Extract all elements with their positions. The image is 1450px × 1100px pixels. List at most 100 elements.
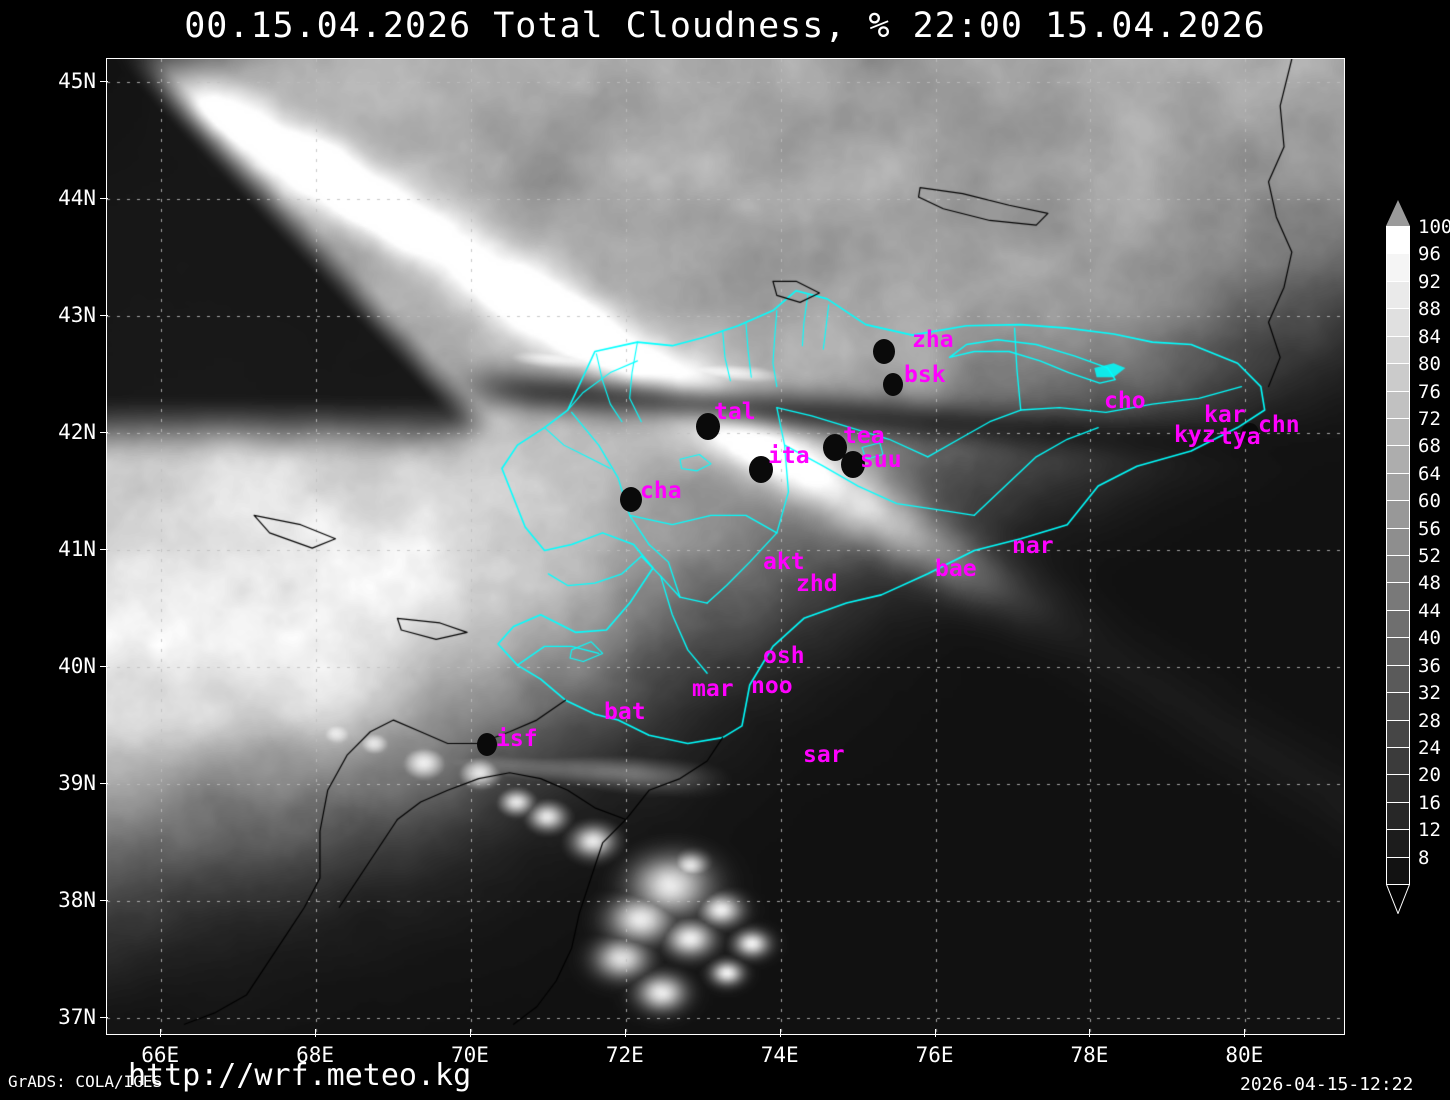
colorbar-band: [1386, 472, 1410, 502]
station-marker-ita: [749, 456, 773, 483]
x-axis-tick: [779, 1029, 781, 1037]
colorbar-band: [1386, 692, 1410, 721]
station-label-noo: noo: [751, 673, 793, 699]
colorbar-band: [1386, 664, 1410, 694]
x-axis-tick: [469, 1029, 471, 1037]
colorbar-tick-label: 24: [1418, 736, 1441, 759]
station-label-cha: cha: [640, 478, 682, 504]
colorbar-tick-label: 48: [1418, 572, 1441, 595]
colorbar-tick-label: 64: [1418, 462, 1441, 485]
colorbar-tick-label: 20: [1418, 764, 1441, 787]
station-label-ita: ita: [768, 443, 810, 469]
colorbar-band: [1386, 280, 1410, 310]
x-axis-tick-label: 70E: [450, 1043, 489, 1067]
colorbar-tick-label: 28: [1418, 709, 1441, 732]
x-axis-tick: [624, 1029, 626, 1037]
station-label-suu: suu: [860, 447, 902, 473]
page-title: 00.15.04.2026 Total Cloudness, % 22:00 1…: [184, 6, 1266, 46]
x-axis-tick-label: 66E: [141, 1043, 180, 1067]
colorbar-tick-label: 8: [1418, 846, 1430, 869]
station-marker-chn: [1241, 423, 1259, 444]
colorbar-band: [1386, 555, 1410, 584]
station-marker-isf: [477, 733, 497, 756]
station-marker-bsk: [883, 373, 903, 396]
y-axis-tick-label: 41N: [58, 537, 96, 562]
station-label-kar: kar: [1204, 402, 1246, 428]
x-axis-tick-label: 78E: [1070, 1043, 1109, 1067]
y-axis-tick: [100, 432, 108, 434]
station-marker-zha: [873, 339, 895, 364]
y-axis-tick-label: 39N: [58, 771, 96, 796]
x-axis-tick-label: 72E: [605, 1043, 644, 1067]
map-plot-area: [106, 58, 1345, 1035]
generation-timestamp: 2026-04-15-12:22: [1240, 1074, 1414, 1095]
y-axis-tick: [100, 666, 108, 668]
x-axis-tick-label: 80E: [1225, 1043, 1264, 1067]
colorbar-tick-label: 52: [1418, 545, 1441, 567]
y-axis-tick-label: 40N: [58, 654, 96, 679]
colorbar-tick-label: 84: [1418, 325, 1441, 348]
map-overlay-borders: [107, 59, 1344, 1034]
colorbar-band: [1386, 829, 1410, 858]
colorbar-band: [1386, 582, 1410, 611]
colorbar-band: [1386, 335, 1410, 365]
colorbar: [1386, 198, 1410, 910]
station-label-kyz: kyz: [1174, 422, 1216, 448]
colorbar-tick-label: 12: [1418, 819, 1441, 842]
y-axis-tick: [100, 783, 108, 785]
colorbar-tick-label: 88: [1418, 298, 1441, 321]
y-axis-tick-label: 37N: [58, 1005, 96, 1030]
y-axis-tick: [100, 198, 108, 200]
x-axis-tick-label: 68E: [296, 1043, 335, 1067]
x-axis-tick-label: 74E: [760, 1043, 799, 1067]
station-label-tal: tal: [714, 399, 756, 425]
colorbar-tick-label: 44: [1418, 599, 1441, 622]
y-axis-tick: [100, 315, 108, 317]
colorbar-tick-label: 80: [1418, 353, 1441, 376]
colorbar-band: [1386, 746, 1410, 776]
station-label-bat: bat: [604, 699, 646, 725]
colorbar-band: [1386, 417, 1410, 447]
x-axis-tick: [1089, 1029, 1091, 1037]
colorbar-tick-label: 68: [1418, 435, 1441, 458]
station-marker-suu: [841, 451, 865, 478]
colorbar-tick-label: 92: [1418, 270, 1441, 293]
colorbar-band: [1386, 856, 1410, 885]
colorbar-band: [1386, 308, 1410, 337]
y-axis-tick-label: 43N: [58, 303, 96, 328]
colorbar-band: [1386, 609, 1410, 639]
colorbar-band: [1386, 445, 1410, 474]
y-axis-tick: [100, 81, 108, 83]
colorbar-bottom-arrow: [1386, 884, 1410, 914]
x-axis-tick: [934, 1029, 936, 1037]
station-label-isf: isf: [496, 726, 538, 752]
colorbar-band: [1386, 500, 1410, 529]
y-axis-tick: [100, 1017, 108, 1019]
station-label-sar: sar: [803, 742, 845, 768]
y-axis-tick: [100, 900, 108, 902]
x-axis-tick: [315, 1029, 317, 1037]
colorbar-band: [1386, 226, 1410, 255]
colorbar-band: [1386, 774, 1410, 803]
station-label-mar: mar: [692, 676, 734, 702]
colorbar-tick-label: 16: [1418, 791, 1441, 814]
station-label-cho: cho: [1104, 388, 1146, 414]
colorbar-band: [1386, 719, 1410, 748]
colorbar-band: [1386, 390, 1410, 419]
station-label-akt: akt: [763, 549, 805, 575]
station-label-tya: tya: [1219, 424, 1261, 450]
x-axis-tick: [1244, 1029, 1246, 1037]
colorbar-tick-label: 76: [1418, 380, 1441, 403]
colorbar-tick-label: 40: [1418, 627, 1441, 650]
y-axis-tick-label: 38N: [58, 888, 96, 913]
station-label-bae: bae: [935, 556, 977, 582]
colorbar-band: [1386, 801, 1410, 831]
y-axis-tick-label: 44N: [58, 186, 96, 211]
website-url: http://wrf.meteo.kg: [128, 1058, 472, 1093]
station-label-chn: chn: [1258, 412, 1300, 438]
station-label-nar: nar: [1012, 533, 1054, 559]
colorbar-tick-label: 96: [1418, 243, 1441, 266]
colorbar-tick-label: 32: [1418, 682, 1441, 705]
station-label-bsk: bsk: [904, 362, 946, 388]
colorbar-band: [1386, 527, 1410, 556]
